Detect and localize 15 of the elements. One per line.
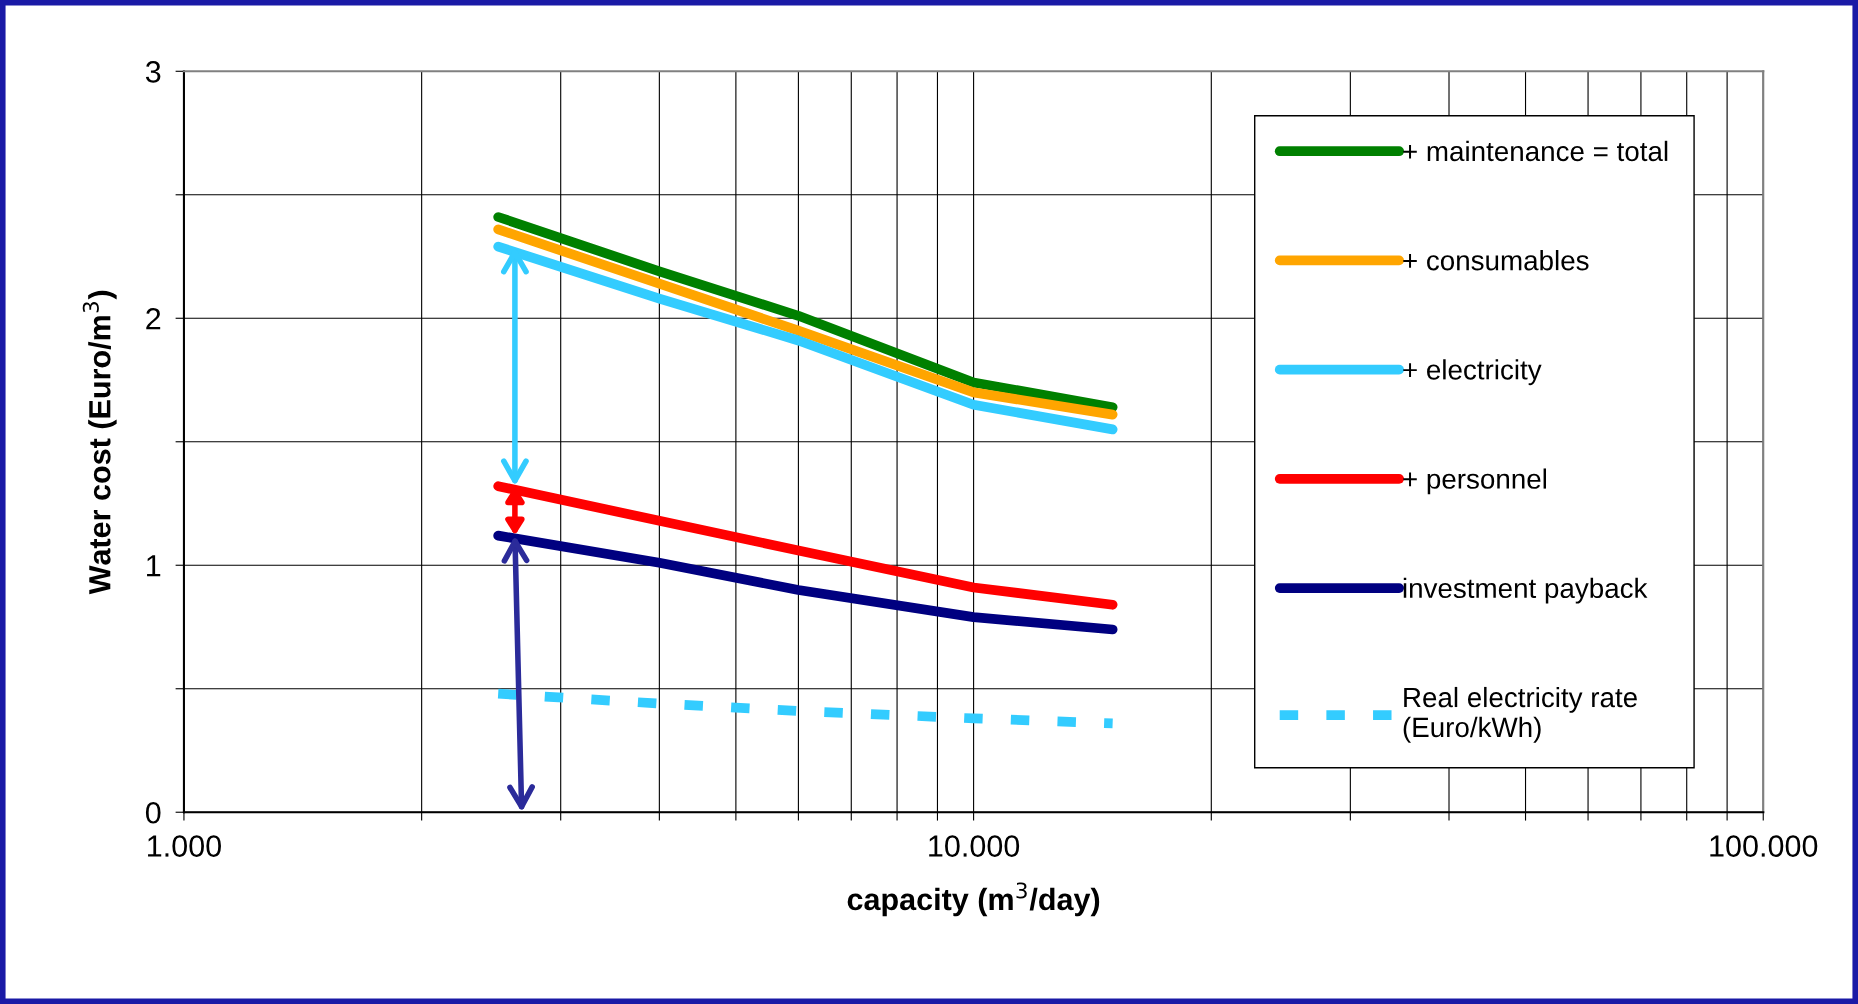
legend-label: investment payback — [1403, 577, 1648, 604]
legend-label: Real electricity rate (Euro/kWh) — [1403, 686, 1637, 743]
legend-label: + consumables — [1403, 250, 1589, 271]
x-tick-label: 100.000 — [1710, 835, 1818, 857]
y-tick-label: 3 — [145, 61, 161, 83]
x-tick-label: 1.000 — [148, 835, 221, 857]
x-tick-label: 10.000 — [929, 835, 1020, 857]
y-tick-label: 0 — [145, 801, 161, 824]
y-tick-label: 2 — [146, 308, 161, 330]
x-axis-title: capacity (m$^{3}$/day) — [847, 882, 1100, 917]
y-tick-label: 1 — [147, 555, 161, 577]
y-axis-title: Water cost (Euro/m$^{3}$) — [82, 290, 117, 595]
legend-label: + personnel — [1403, 468, 1547, 495]
legend-label: + electricity — [1403, 359, 1542, 386]
legend-label: + maintenance = total — [1403, 140, 1668, 162]
